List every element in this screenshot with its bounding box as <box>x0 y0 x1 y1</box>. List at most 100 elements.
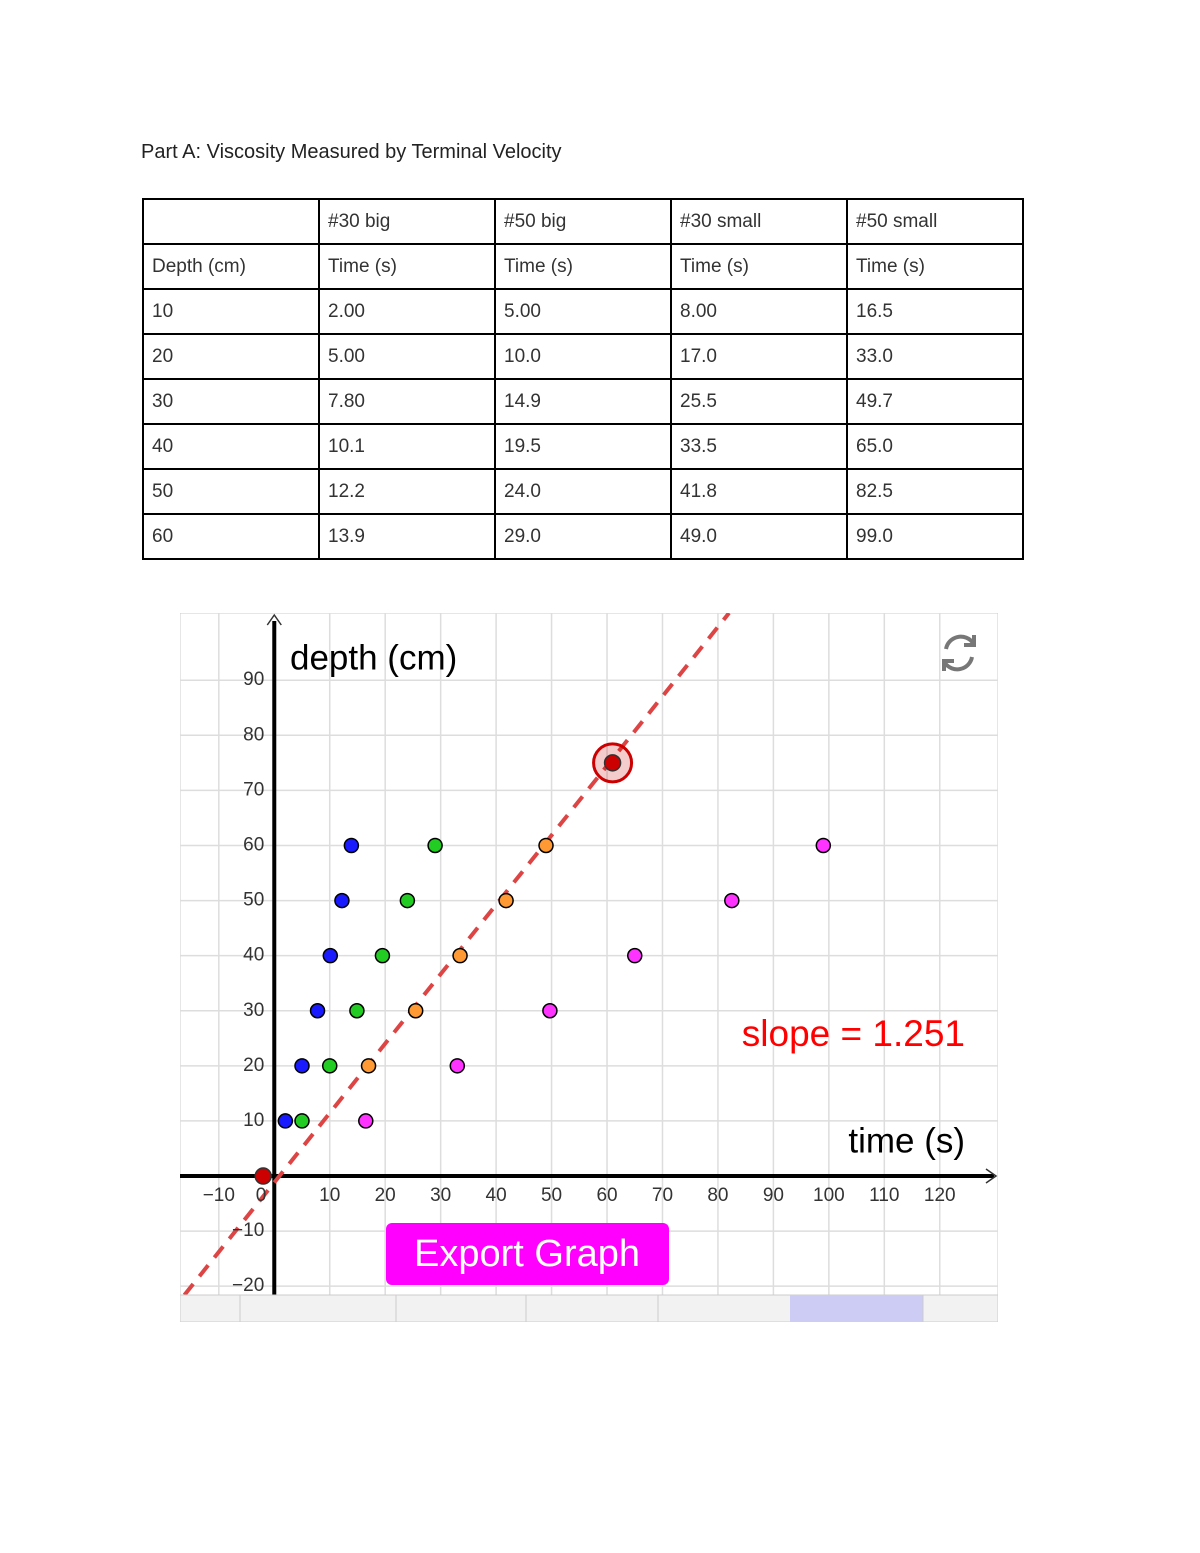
x-tick-label: 30 <box>430 1185 451 1206</box>
data-point <box>277 1113 294 1129</box>
y-tick-label: 50 <box>243 890 264 911</box>
data-point <box>343 837 360 854</box>
labels: −10 0 10 20 30 40 50 60 70 80 90 100 110 120 −20 −10 10 2… <box>203 638 965 1296</box>
refresh-icon[interactable] <box>942 634 976 672</box>
table-cell: 65.0 <box>846 423 1024 470</box>
y-tick-label: 90 <box>243 669 264 690</box>
table-cell: 5.00 <box>494 288 672 335</box>
y-tick-label: −20 <box>232 1275 264 1296</box>
table-cell: Time (s) <box>846 243 1024 290</box>
table-row: 40 10.1 19.5 33.5 65.0 <box>142 423 1024 470</box>
x-tick-label: 40 <box>486 1185 507 1206</box>
y-tick-label: 20 <box>243 1055 264 1076</box>
data-point <box>427 837 443 854</box>
x-axis-title: time (s) <box>848 1121 965 1160</box>
table-cell: #30 big <box>318 198 496 245</box>
table-cell: 2.00 <box>318 288 496 335</box>
table-cell: 25.5 <box>670 378 848 425</box>
x-tick-label: −10 <box>203 1185 235 1206</box>
table-cell: 14.9 <box>494 378 672 425</box>
table-cell: 19.5 <box>494 423 672 470</box>
x-tick-label: 120 <box>924 1185 956 1206</box>
data-point <box>322 947 339 964</box>
table-cell: 40 <box>142 423 320 470</box>
table-cell: 30 <box>142 378 320 425</box>
table-cell: #50 big <box>494 198 672 245</box>
table-cell: 60 <box>142 513 320 560</box>
table-cell: 10 <box>142 288 320 335</box>
refresh-arc <box>944 634 975 650</box>
axes <box>180 613 998 1295</box>
table-cell: 20 <box>142 333 320 380</box>
export-button[interactable]: Export Graph <box>386 1223 669 1285</box>
y-tick-label: 80 <box>243 724 264 745</box>
x-tick-label: 80 <box>707 1185 728 1206</box>
data-point <box>309 1002 326 1019</box>
x-tick-label: 60 <box>596 1185 617 1206</box>
marks <box>182 613 832 1295</box>
table-cell: 24.0 <box>494 468 672 515</box>
data-point <box>724 892 740 909</box>
red-point <box>603 754 622 772</box>
x-tick-label: 10 <box>319 1185 340 1206</box>
table-row: 50 12.2 24.0 41.8 82.5 <box>142 468 1024 515</box>
spreadsheet-header <box>180 1294 998 1322</box>
data-table: #30 big #50 big #30 small #50 small Depth (c… <box>142 198 1024 560</box>
table-cell: 33.0 <box>846 333 1024 380</box>
table-row: 20 5.00 10.0 17.0 33.0 <box>142 333 1024 380</box>
data-point <box>294 1058 310 1074</box>
grid <box>180 613 998 1295</box>
table-cell: #30 small <box>670 198 848 245</box>
table-cell: 29.0 <box>494 513 672 560</box>
red-point <box>254 1167 272 1185</box>
refresh-arrow <box>942 659 954 671</box>
x-tick-label: 100 <box>813 1185 845 1206</box>
table-cell: 41.8 <box>670 468 848 515</box>
table-cell: 33.5 <box>670 423 848 470</box>
data-point <box>399 892 416 909</box>
table-row: 30 7.80 14.9 25.5 49.7 <box>142 378 1024 425</box>
table-cell: Time (s) <box>494 243 672 290</box>
data-point <box>349 1002 365 1019</box>
table-cell: 10.0 <box>494 333 672 380</box>
data-point <box>294 1113 310 1129</box>
y-axis-title: depth (cm) <box>290 638 457 677</box>
data-point <box>360 1058 377 1074</box>
slope-annotation: slope = 1.251 <box>742 1013 965 1054</box>
y-tick-label: 30 <box>243 1000 264 1021</box>
refresh-arc <box>943 656 974 672</box>
data-point <box>538 837 554 854</box>
y-tick-label: −10 <box>232 1220 264 1241</box>
data-point <box>334 892 350 909</box>
table-cell: Time (s) <box>318 243 496 290</box>
button-label: Export Graph <box>414 1233 640 1275</box>
table-cell: 7.80 <box>318 378 496 425</box>
x-tick-label: 90 <box>763 1185 784 1206</box>
data-point <box>407 1002 424 1019</box>
y-tick-label: 70 <box>243 779 264 800</box>
table-cell: 49.0 <box>670 513 848 560</box>
table-cell: 49.7 <box>846 378 1024 425</box>
x-tick-label: 110 <box>869 1185 899 1206</box>
data-point <box>321 1058 338 1074</box>
table-cell: #50 small <box>846 198 1024 245</box>
x-tick-label: 50 <box>541 1185 562 1206</box>
table-cell: 10.1 <box>318 423 496 470</box>
table-cell: 99.0 <box>846 513 1024 560</box>
table-row: 60 13.9 29.0 49.0 99.0 <box>142 513 1024 560</box>
data-point <box>498 892 514 909</box>
axis-arrow <box>266 613 282 626</box>
table-row: #30 big #50 big #30 small #50 small <box>142 198 1024 245</box>
data-point <box>627 947 643 964</box>
selected-column <box>790 1295 923 1322</box>
table-cell: Time (s) <box>670 243 848 290</box>
graph-view: −10 0 10 20 30 40 50 60 70 80 90 100 110 120 −20 −10 10 2… <box>180 613 998 1322</box>
table-cell: 13.9 <box>318 513 496 560</box>
data-point <box>542 1002 558 1019</box>
plot-background <box>180 613 998 1296</box>
x-tick-label: 70 <box>652 1185 673 1206</box>
table-cell <box>142 198 320 245</box>
data-point <box>452 947 468 964</box>
table-cell: 82.5 <box>846 468 1024 515</box>
